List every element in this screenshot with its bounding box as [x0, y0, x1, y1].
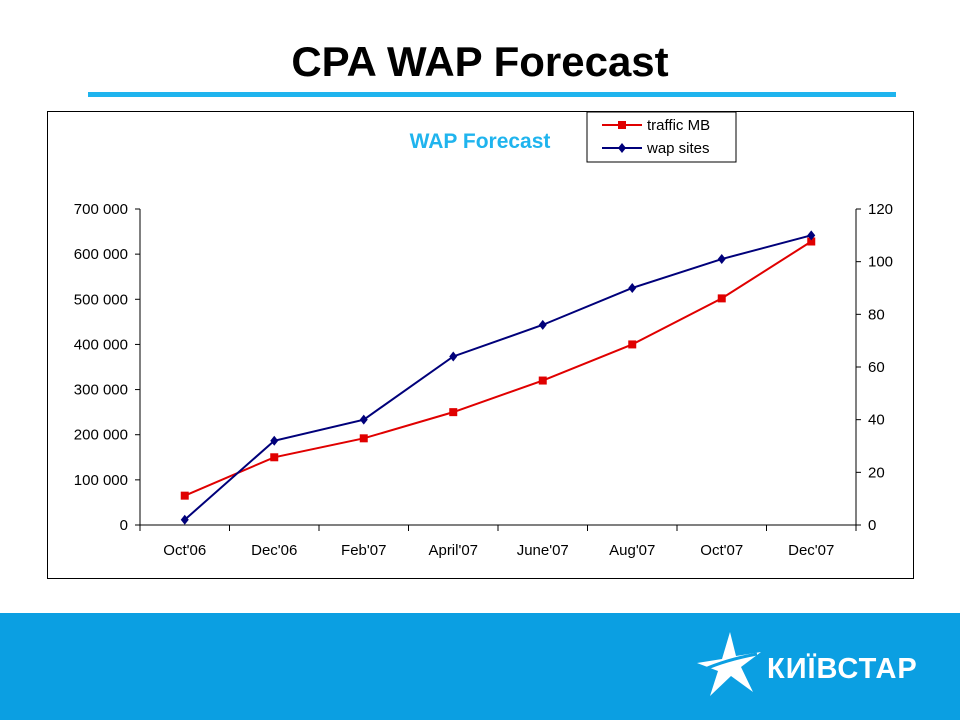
- data-point-wap-sites: [717, 254, 726, 265]
- data-point-traffic: [628, 340, 637, 349]
- x-tick-label: Dec'07: [788, 542, 834, 559]
- slide-title: CPA WAP Forecast: [291, 38, 669, 85]
- data-point-wap-sites: [807, 230, 816, 241]
- y-right-tick-label: 80: [868, 306, 885, 323]
- data-point-traffic: [180, 491, 189, 500]
- x-tick-label: Aug'07: [609, 542, 655, 559]
- legend-box: [586, 112, 737, 163]
- data-point-traffic: [717, 294, 726, 303]
- data-point-wap-sites: [270, 435, 279, 446]
- chart-frame: WAP Forecast traffic MB wap sites 0 100 00…: [47, 111, 914, 579]
- data-point-traffic: [449, 408, 458, 417]
- y-right-tick-label: 100: [868, 254, 893, 271]
- chart-legend: traffic MB wap sites: [586, 112, 737, 163]
- x-tick-label: Oct'07: [700, 542, 743, 559]
- series-line-wap-sites: [184, 234, 812, 521]
- data-point-wap-sites: [449, 351, 458, 362]
- data-point-traffic: [359, 434, 368, 443]
- y-left-tick-label: 600 000: [74, 246, 128, 263]
- data-point-wap-sites: [359, 414, 368, 425]
- data-point-traffic: [270, 453, 279, 462]
- data-point-wap-sites: [628, 283, 637, 293]
- y-left-tick-label: 400 000: [74, 336, 128, 353]
- x-tick-label: April'07: [428, 542, 478, 559]
- wap-forecast-chart: WAP Forecast traffic MB wap sites 0 100 00…: [74, 112, 893, 559]
- series-line-traffic-MB: [184, 240, 812, 497]
- data-point-wap-sites: [180, 514, 189, 525]
- title-underline: [88, 92, 896, 97]
- footer-band: [0, 613, 960, 720]
- chart-title: WAP Forecast: [410, 130, 551, 153]
- x-tick-label: Feb'07: [341, 542, 386, 559]
- y-right-tick-label: 0: [868, 517, 876, 534]
- y-right-tick-label: 60: [868, 359, 885, 376]
- brand-logo-text: КИЇВСТАР: [767, 653, 918, 685]
- chart-axes: 0 100 000 200 000 300 000 400 000 500 000 600 …: [74, 201, 893, 559]
- legend-label: wap sites: [646, 140, 710, 157]
- star-icon: [697, 632, 761, 696]
- y-left-tick-label: 700 000: [74, 201, 128, 218]
- y-left-tick-label: 200 000: [74, 427, 128, 444]
- x-tick-label: Oct'06: [163, 542, 206, 559]
- data-point-wap-sites: [538, 319, 547, 330]
- x-tick-label: June'07: [517, 542, 569, 559]
- y-right-tick-label: 20: [868, 464, 885, 481]
- y-left-tick-label: 500 000: [74, 291, 128, 308]
- legend-marker-square: [618, 121, 626, 129]
- y-left-tick-label: 300 000: [74, 382, 128, 399]
- legend-marker-diamond: [618, 143, 626, 153]
- chart-series: [180, 230, 816, 525]
- legend-label: traffic MB: [647, 117, 710, 134]
- y-left-tick-label: 0: [120, 517, 128, 534]
- data-point-traffic: [807, 237, 816, 246]
- y-right-tick-label: 120: [868, 201, 893, 218]
- y-right-tick-label: 40: [868, 412, 885, 429]
- data-point-traffic: [538, 376, 547, 385]
- y-left-tick-label: 100 000: [74, 472, 128, 489]
- x-tick-label: Dec'06: [251, 542, 297, 559]
